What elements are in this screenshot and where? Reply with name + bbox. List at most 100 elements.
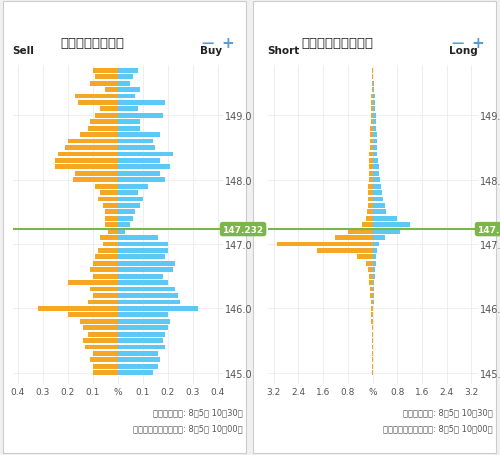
Bar [118, 313, 168, 318]
Bar [95, 75, 118, 80]
Bar [118, 197, 142, 202]
Bar [80, 319, 118, 324]
Bar [85, 345, 117, 349]
Bar [362, 223, 372, 228]
Bar [38, 306, 117, 311]
Bar [55, 159, 118, 163]
Bar [118, 101, 165, 106]
Bar [372, 184, 381, 189]
Bar [370, 133, 372, 138]
Bar [58, 152, 118, 157]
Bar [105, 210, 118, 215]
Bar [118, 184, 148, 189]
Bar [372, 274, 374, 279]
Bar [92, 364, 118, 369]
Bar [370, 159, 372, 163]
Text: オープンオーダー: オープンオーダー [60, 37, 124, 50]
Bar [118, 268, 172, 273]
Bar [98, 248, 117, 253]
Bar [118, 114, 162, 118]
Bar [370, 300, 372, 305]
Bar [371, 114, 372, 118]
Bar [370, 146, 372, 151]
Bar [118, 120, 140, 125]
Bar [370, 120, 372, 125]
Bar [372, 126, 376, 131]
Bar [100, 191, 117, 196]
Text: オープンポジション: オープンポジション [302, 37, 374, 50]
Bar [372, 364, 373, 369]
Bar [88, 300, 118, 305]
Bar [372, 94, 374, 99]
Bar [118, 210, 135, 215]
Bar [90, 120, 118, 125]
Bar [118, 203, 140, 208]
Bar [372, 81, 374, 86]
Text: 最新更新時間: 8月5日 10時30分: 最新更新時間: 8月5日 10時30分 [153, 407, 242, 416]
Bar [368, 191, 372, 196]
Bar [118, 217, 132, 221]
Bar [368, 203, 372, 208]
Bar [372, 133, 376, 138]
Bar [372, 146, 377, 151]
Bar [90, 81, 118, 86]
Bar [118, 81, 130, 86]
Bar [82, 326, 118, 330]
Bar [371, 107, 372, 112]
Bar [372, 313, 374, 318]
Bar [118, 287, 175, 292]
Bar [372, 114, 376, 118]
Bar [92, 370, 118, 375]
Bar [105, 217, 118, 221]
Bar [118, 364, 158, 369]
Bar [118, 165, 170, 170]
Bar [372, 139, 377, 144]
Bar [88, 126, 118, 131]
Bar [118, 236, 158, 241]
Bar [118, 133, 160, 138]
Bar [372, 107, 376, 112]
Bar [372, 332, 373, 337]
Bar [368, 268, 372, 273]
Text: Buy: Buy [200, 46, 222, 56]
Bar [108, 229, 118, 234]
Bar [366, 217, 372, 221]
Bar [90, 287, 118, 292]
Bar [118, 370, 152, 375]
Bar [118, 274, 162, 279]
Bar [92, 351, 118, 356]
Bar [372, 358, 373, 363]
Text: スナップショット時間: 8月5日 10時00分: スナップショット時間: 8月5日 10時00分 [383, 423, 492, 432]
Bar [118, 107, 138, 112]
Bar [372, 178, 380, 183]
Bar [118, 293, 178, 298]
Bar [118, 358, 160, 363]
Bar [372, 101, 375, 106]
Bar [372, 326, 373, 330]
Bar [90, 358, 118, 363]
Bar [118, 319, 170, 324]
Text: Short: Short [268, 46, 300, 56]
Bar [368, 184, 372, 189]
Bar [105, 88, 118, 93]
Bar [370, 281, 372, 285]
Bar [370, 287, 372, 292]
Text: Sell: Sell [12, 46, 34, 56]
Bar [372, 242, 378, 247]
Bar [372, 319, 374, 324]
Bar [118, 223, 130, 228]
Bar [118, 75, 132, 80]
Bar [372, 345, 373, 349]
Bar [372, 172, 380, 176]
Bar [369, 172, 372, 176]
Bar [75, 94, 118, 99]
Bar [372, 210, 386, 215]
Bar [95, 114, 118, 118]
Bar [372, 197, 384, 202]
Bar [372, 69, 373, 74]
Bar [372, 191, 382, 196]
Bar [82, 339, 118, 343]
Bar [367, 210, 372, 215]
Bar [118, 94, 135, 99]
Bar [95, 184, 118, 189]
